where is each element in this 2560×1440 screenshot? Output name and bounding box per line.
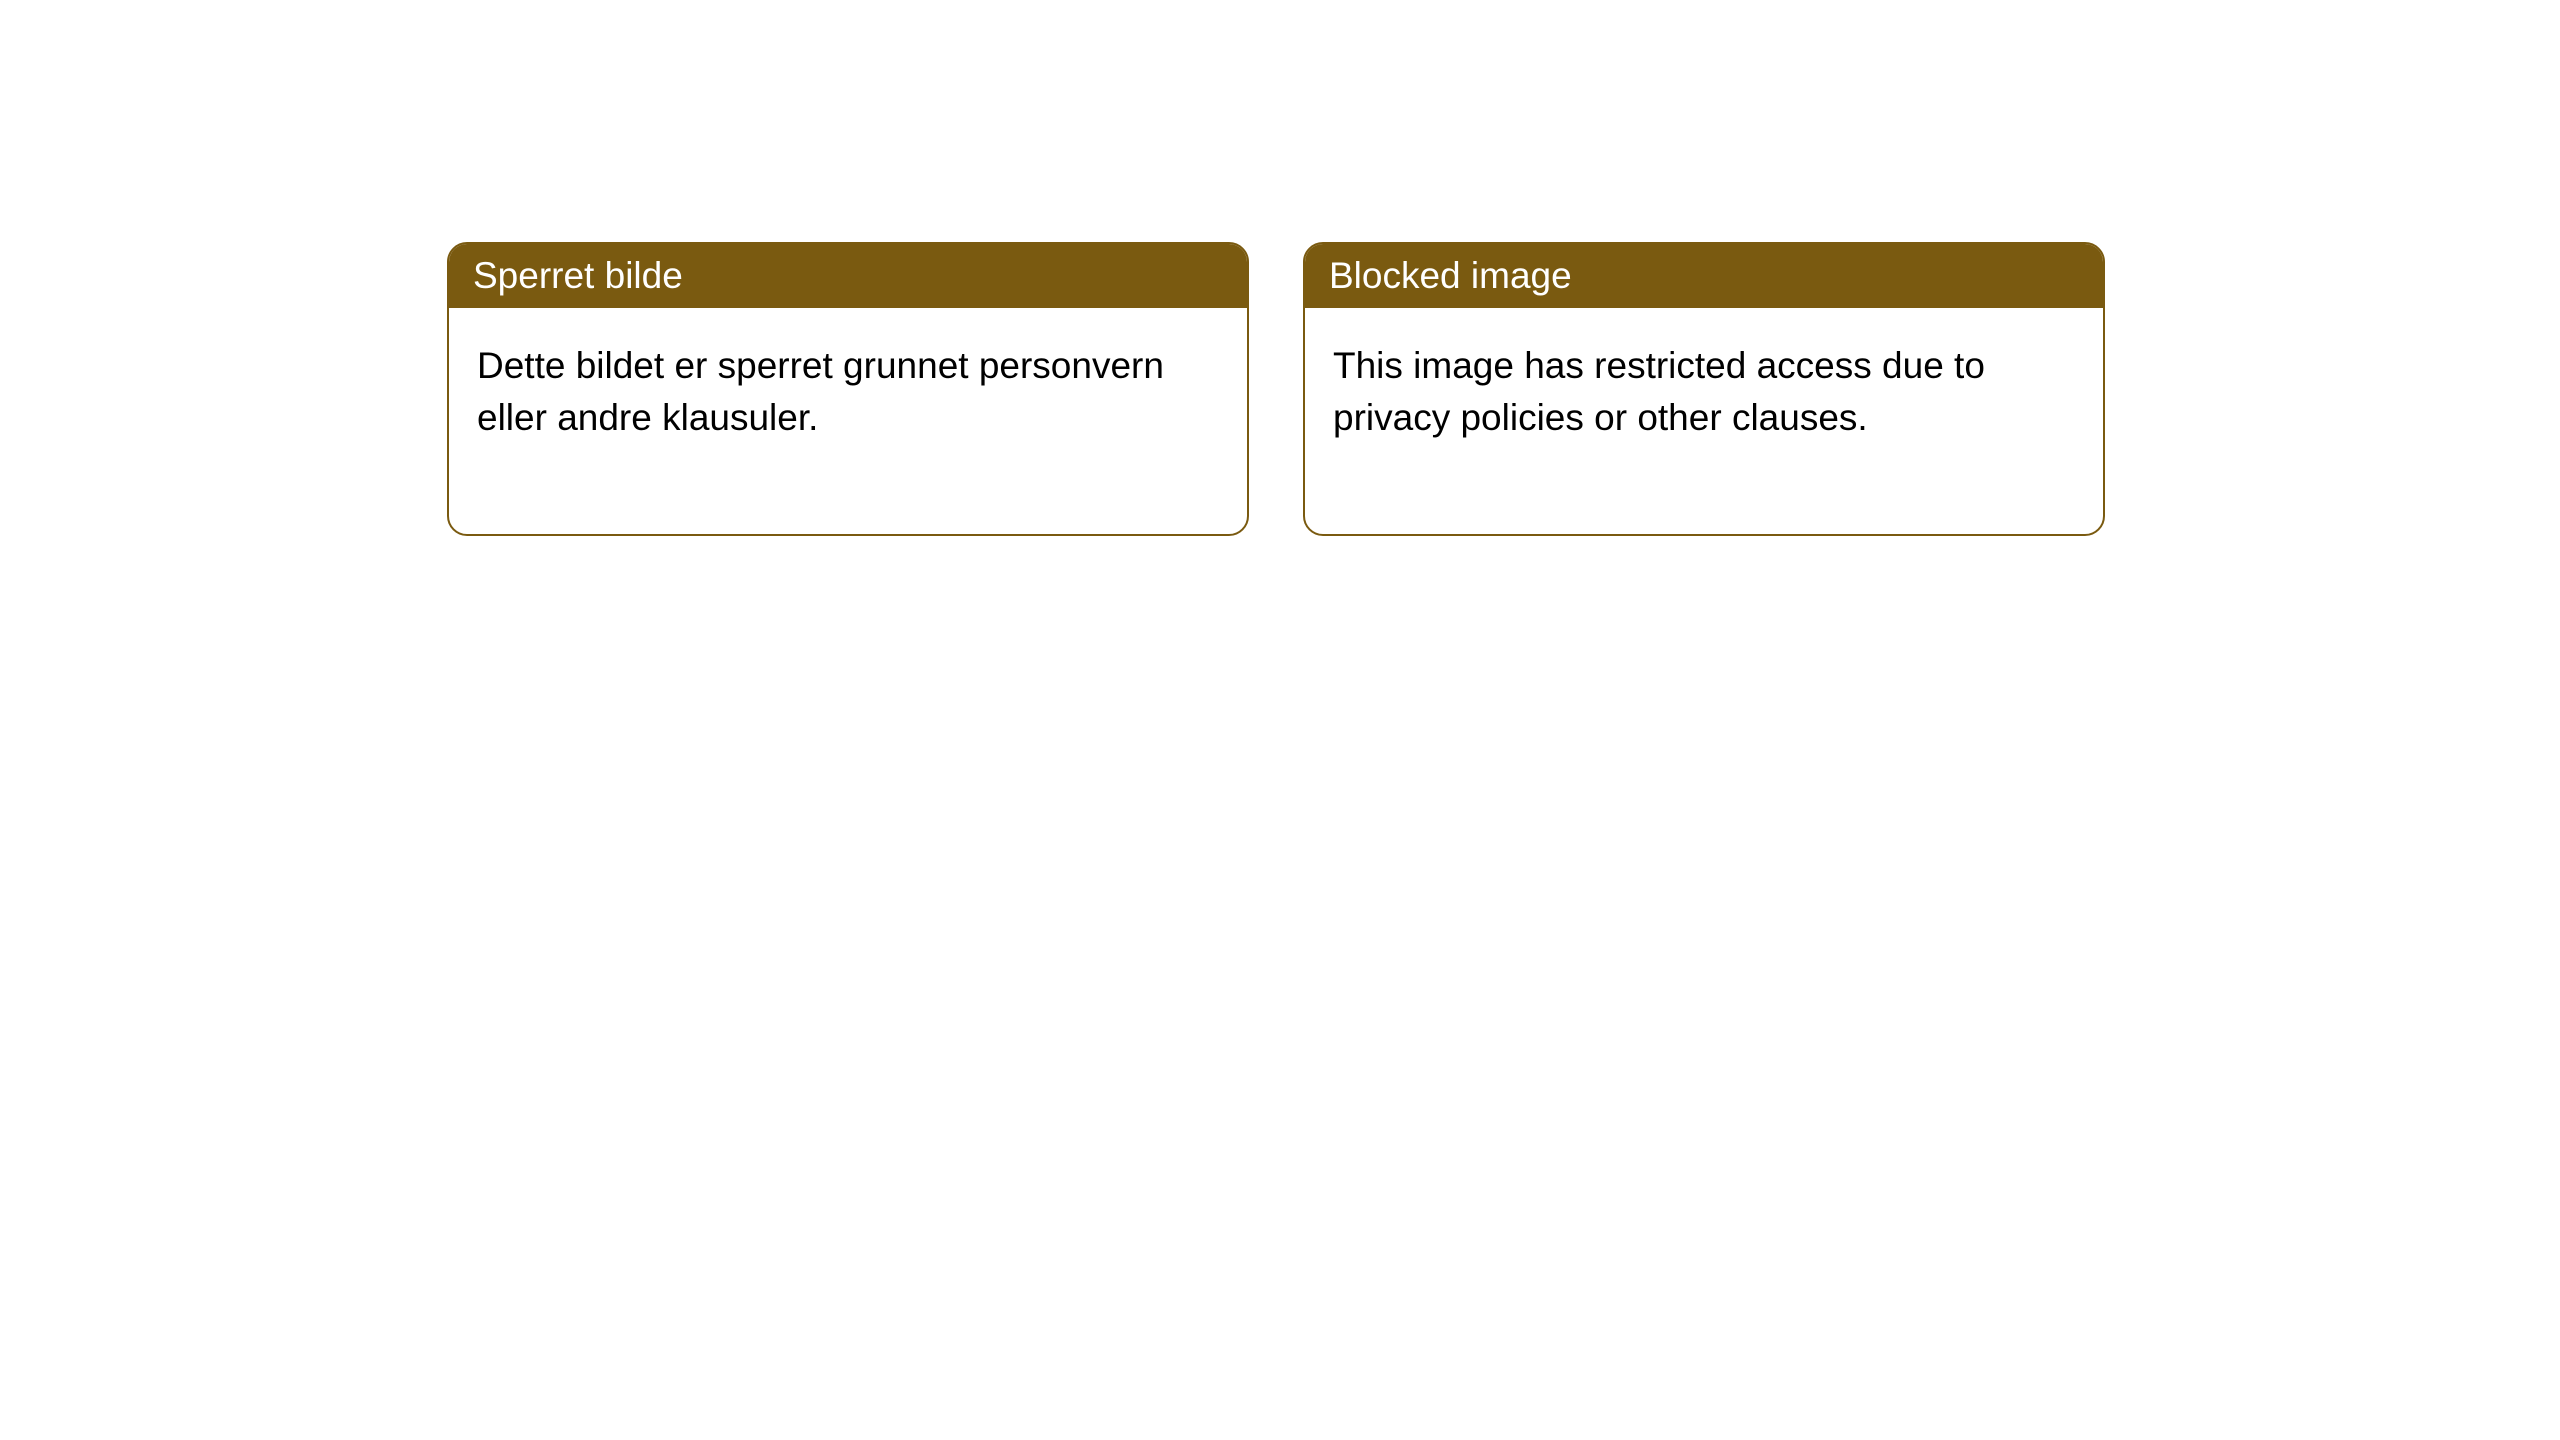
card-header: Blocked image (1305, 244, 2103, 308)
blocked-image-card-en: Blocked image This image has restricted … (1303, 242, 2105, 536)
notice-container: Sperret bilde Dette bildet er sperret gr… (0, 0, 2560, 536)
card-body: Dette bildet er sperret grunnet personve… (449, 308, 1247, 534)
card-body: This image has restricted access due to … (1305, 308, 2103, 534)
blocked-image-card-no: Sperret bilde Dette bildet er sperret gr… (447, 242, 1249, 536)
card-header: Sperret bilde (449, 244, 1247, 308)
